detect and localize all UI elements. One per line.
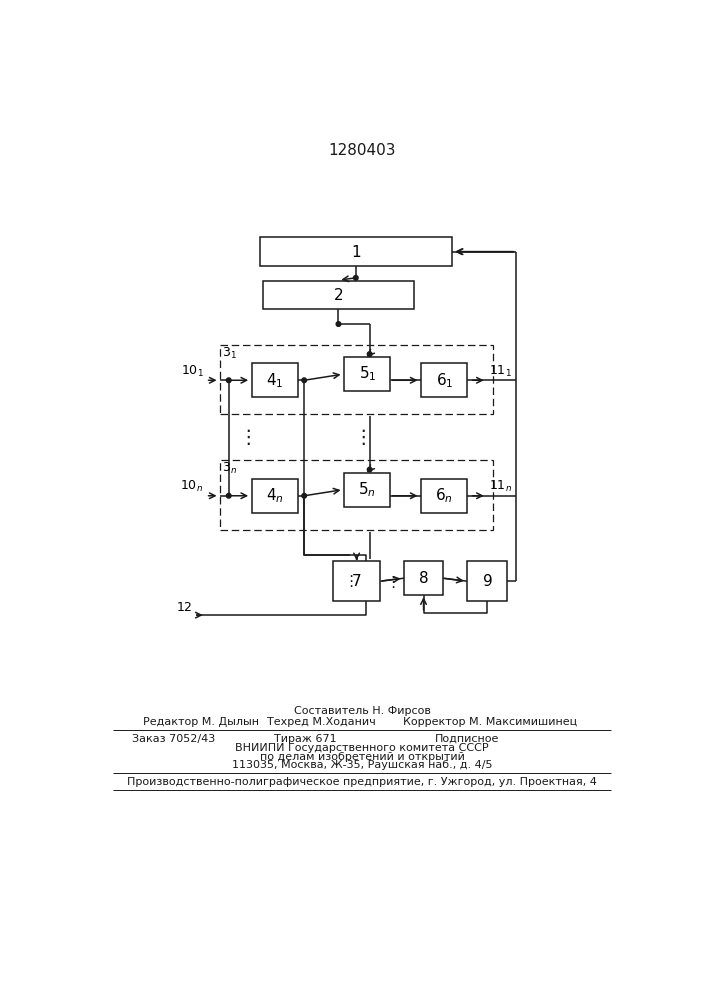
Text: 1280403: 1280403 <box>328 143 396 158</box>
Text: $7$: $7$ <box>351 573 362 589</box>
Bar <box>421 479 467 513</box>
Text: Корректор М. Максимишинец: Корректор М. Максимишинец <box>404 717 578 727</box>
Text: ⋮: ⋮ <box>343 574 358 589</box>
Text: Техред М.Ходанич: Техред М.Ходанич <box>267 717 375 727</box>
Text: $11_n$: $11_n$ <box>489 479 512 494</box>
Circle shape <box>336 322 341 326</box>
Text: $10_1$: $10_1$ <box>180 364 204 379</box>
Circle shape <box>226 378 231 383</box>
Text: Тираж 671: Тираж 671 <box>274 734 337 744</box>
Text: $2$: $2$ <box>334 287 344 303</box>
Text: $3_1$: $3_1$ <box>222 346 237 361</box>
Bar <box>344 357 390 391</box>
Text: Составитель Н. Фирсов: Составитель Н. Фирсов <box>293 706 431 716</box>
Text: по делам изобретений и открытий: по делам изобретений и открытий <box>259 752 464 762</box>
Text: $5_{1}$: $5_{1}$ <box>358 365 376 383</box>
Circle shape <box>302 493 307 498</box>
Bar <box>467 561 508 601</box>
Text: 113035, Москва, Ж-35, Раушская наб., д. 4/5: 113035, Москва, Ж-35, Раушская наб., д. … <box>232 760 492 770</box>
Bar <box>344 473 390 507</box>
Circle shape <box>354 276 358 280</box>
Circle shape <box>226 493 231 498</box>
Text: $6_{n}$: $6_{n}$ <box>436 486 453 505</box>
Text: $8$: $8$ <box>419 570 429 586</box>
Text: ⋮: ⋮ <box>238 428 258 447</box>
Text: ⋮: ⋮ <box>354 428 373 447</box>
Bar <box>264 281 414 309</box>
Text: $11_1$: $11_1$ <box>489 364 512 379</box>
Bar <box>252 363 298 397</box>
Text: Производственно-полиграфическое предприятие, г. Ужгород, ул. Проектная, 4: Производственно-полиграфическое предприя… <box>127 777 597 787</box>
Text: $10_n$: $10_n$ <box>180 479 204 494</box>
Bar <box>252 479 298 513</box>
Text: ⋮: ⋮ <box>385 575 400 590</box>
Text: $12$: $12$ <box>176 601 192 614</box>
Circle shape <box>302 378 307 383</box>
Text: ВНИИПИ Государственного комитета СССР: ВНИИПИ Государственного комитета СССР <box>235 743 489 753</box>
Circle shape <box>368 467 372 472</box>
Text: $4_{1}$: $4_{1}$ <box>266 371 284 390</box>
Bar <box>219 345 493 414</box>
Text: Заказ 7052/43: Заказ 7052/43 <box>132 734 216 744</box>
Text: $5_{n}$: $5_{n}$ <box>358 480 376 499</box>
Text: $3_n$: $3_n$ <box>222 461 237 476</box>
Bar <box>259 237 452 266</box>
Text: $1$: $1$ <box>351 244 361 260</box>
Bar <box>219 460 493 530</box>
Text: $6_{1}$: $6_{1}$ <box>436 371 453 390</box>
Bar <box>421 363 467 397</box>
Bar <box>404 561 443 595</box>
Bar <box>333 561 380 601</box>
Text: Редактор М. Дылын: Редактор М. Дылын <box>143 717 259 727</box>
Text: Подписное: Подписное <box>436 734 500 744</box>
Circle shape <box>368 352 372 356</box>
Text: $4_{n}$: $4_{n}$ <box>266 486 284 505</box>
Text: $9$: $9$ <box>482 573 493 589</box>
